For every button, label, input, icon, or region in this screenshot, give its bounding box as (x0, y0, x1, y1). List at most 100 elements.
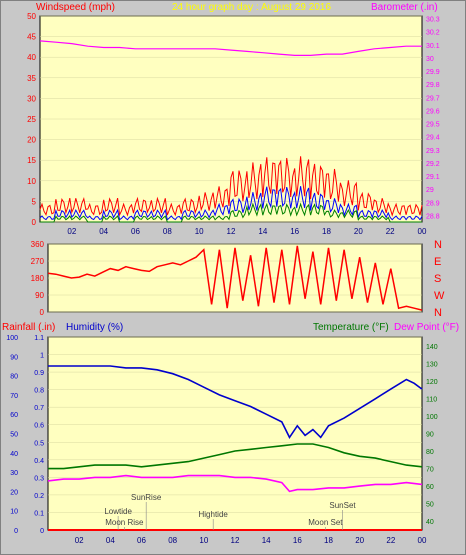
wind-x-tick-labels: 02 04 06 08 10 12 14 16 18 20 22 00 (67, 227, 427, 236)
annotation-sunrise: SunRise (131, 493, 162, 502)
compass-tick-label: N (434, 239, 442, 251)
humidity-tick-label: 0.2 (34, 493, 44, 500)
rainfall-tick-label: 40 (10, 451, 18, 458)
x-tick-label: 04 (106, 536, 115, 545)
temperature-tick-label: 70 (426, 467, 434, 474)
wind-tick-label: 20 (27, 136, 36, 145)
barometer-tick-label: 29.8 (426, 82, 440, 89)
barometer-tick-label: 29 (426, 187, 434, 194)
barometer-tick-label: 29.7 (426, 95, 440, 102)
rainfall-axis-title: Rainfall (.in) (2, 322, 55, 333)
wind-tick-label: 15 (27, 156, 36, 165)
series-wind-average (39, 186, 423, 221)
barometer-axis-title: Barometer (.in) (371, 2, 438, 13)
x-tick-label: 06 (131, 227, 140, 236)
wind-direction-series (47, 245, 423, 311)
x-tick-label: 10 (199, 536, 208, 545)
wind-tick-label: 40 (27, 53, 36, 62)
temperature-tick-labels: 40 50 60 70 80 90 100 110 120 130 140 (426, 344, 438, 526)
wind-tick-label: 10 (27, 177, 36, 186)
barometer-tick-label: 30 (426, 56, 434, 63)
rainfall-tick-label: 50 (10, 432, 18, 439)
humidity-tick-label: 0.9 (34, 370, 44, 377)
temperature-tick-label: 60 (426, 484, 434, 491)
temperature-tick-label: 40 (426, 519, 434, 526)
temperature-tick-label: 130 (426, 361, 438, 368)
x-tick-label: 16 (290, 227, 299, 236)
humidity-tick-label: 0.8 (34, 388, 44, 395)
direction-tick-label: 180 (31, 274, 45, 283)
series-wind-direction (47, 245, 423, 311)
series-barometer (39, 40, 422, 57)
dewpoint-axis-title: Dew Point (°F) (394, 322, 459, 333)
wind-tick-label: 45 (27, 33, 36, 42)
annotation-lowtide: Lowtide (104, 507, 132, 516)
x-tick-label: 20 (354, 227, 363, 236)
humidity-temp-plot-area (47, 336, 423, 531)
wind-tick-label: 50 (27, 12, 36, 21)
annotation-moon-rise: Moon Rise (105, 518, 144, 527)
astro-tide-annotations: SunRise Lowtide Moon Rise Hightide SunSet Moo… (104, 493, 356, 530)
humidity-x-tick-labels: 02 04 06 08 10 12 14 16 18 20 22 00 (75, 536, 427, 545)
temperature-axis-title: Temperature (°F) (313, 322, 389, 333)
humidity-tick-labels: 0 0.1 0.2 0.3 0.4 0.5 0.6 0.7 0.8 0.9 1 1.1 (34, 335, 422, 535)
series-temperature (48, 443, 423, 470)
x-tick-label: 04 (99, 227, 108, 236)
x-tick-label: 00 (418, 536, 427, 545)
humidity-axis-title: Humidity (%) (66, 322, 123, 333)
barometer-tick-label: 30.1 (426, 43, 440, 50)
direction-tick-label: 270 (31, 257, 45, 266)
wind-tick-label: 0 (32, 218, 37, 227)
x-tick-label: 14 (258, 227, 267, 236)
wind-baro-series (39, 40, 423, 223)
rainfall-tick-label: 60 (10, 412, 18, 419)
compass-tick-label: E (434, 256, 441, 268)
humidity-tick-label: 0 (40, 528, 44, 535)
rainfall-tick-labels: 0 10 20 30 40 50 60 70 80 90 100 (6, 335, 18, 535)
barometer-tick-label: 30.2 (426, 30, 440, 37)
humidity-tick-label: 0.1 (34, 510, 44, 517)
x-tick-label: 08 (168, 536, 177, 545)
temperature-tick-label: 120 (426, 379, 438, 386)
humidity-tick-label: 0.7 (34, 405, 44, 412)
barometer-tick-label: 29.9 (426, 69, 440, 76)
temperature-tick-label: 90 (426, 432, 434, 439)
annotation-hightide: Hightide (199, 510, 229, 519)
x-tick-label: 22 (386, 227, 395, 236)
humidity-tick-label: 0.5 (34, 440, 44, 447)
series-wind-gust (39, 156, 423, 217)
humidity-tick-label: 0.4 (34, 458, 44, 465)
barometer-tick-label: 29.2 (426, 161, 440, 168)
temperature-tick-label: 140 (426, 344, 438, 351)
direction-tick-label: 0 (40, 308, 45, 317)
x-tick-label: 22 (386, 536, 395, 545)
windspeed-axis-title: Windspeed (mph) (36, 2, 115, 13)
rainfall-tick-label: 70 (10, 393, 18, 400)
barometer-tick-label: 29.1 (426, 174, 440, 181)
temperature-tick-label: 50 (426, 502, 434, 509)
wind-tick-label: 5 (32, 197, 37, 206)
x-tick-label: 02 (75, 536, 84, 545)
barometer-tick-label: 29.3 (426, 148, 440, 155)
series-dew-point (47, 474, 423, 493)
rainfall-tick-label: 80 (10, 374, 18, 381)
x-tick-label: 10 (195, 227, 204, 236)
x-tick-label: 12 (231, 536, 240, 545)
direction-tick-label: 360 (31, 240, 45, 249)
temperature-tick-label: 80 (426, 449, 434, 456)
x-tick-label: 12 (227, 227, 236, 236)
temperature-tick-label: 100 (426, 414, 438, 421)
barometer-tick-label: 28.9 (426, 200, 440, 207)
barometer-tick-label: 30.3 (426, 17, 440, 24)
barometer-tick-labels: 28.8 28.9 29 29.1 29.2 29.3 29.4 29.5 29.6 29.7 29… (426, 17, 440, 221)
rainfall-tick-label: 90 (10, 354, 18, 361)
direction-tick-label: 90 (35, 291, 44, 300)
humidity-tick-label: 1.1 (34, 335, 44, 342)
annotation-moon-set: Moon Set (308, 518, 343, 527)
x-tick-label: 14 (262, 536, 271, 545)
humidity-temp-series (47, 365, 423, 531)
rainfall-tick-label: 20 (10, 489, 18, 496)
series-humidity (48, 365, 423, 439)
